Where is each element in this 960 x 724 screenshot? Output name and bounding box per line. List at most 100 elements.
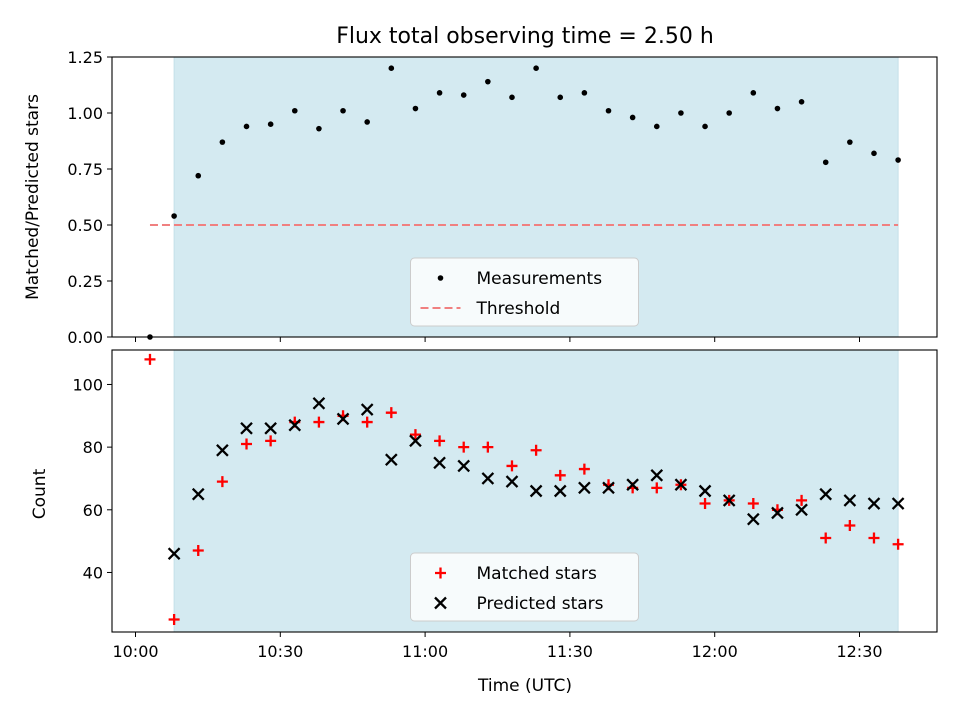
- measurements-point: [485, 78, 491, 85]
- measurements-point: [340, 107, 346, 114]
- predicted-stars-point: [433, 456, 446, 470]
- predicted-stars-point: [578, 481, 591, 495]
- matched-stars-point: [844, 519, 856, 531]
- x-tick-label: 10:30: [257, 642, 303, 661]
- y-axis-label-count: Count: [30, 468, 50, 519]
- predicted-stars-point: [650, 469, 664, 482]
- legend-marker: [435, 567, 446, 579]
- matched-stars-point: [554, 469, 566, 481]
- matched-stars-point: [458, 441, 470, 453]
- x-axis-label: Time (UTC): [477, 676, 572, 696]
- predicted-stars-point: [312, 396, 326, 410]
- legend-label: Threshold: [476, 299, 561, 319]
- measurements-point: [750, 90, 757, 96]
- matched-stars-point: [530, 444, 542, 456]
- y-tick-label: 100: [72, 375, 103, 394]
- y-tick-label: 60: [83, 501, 103, 520]
- y-tick-label: 0.25: [67, 272, 103, 291]
- y-tick-label: 1.25: [67, 48, 103, 67]
- matched-stars-point: [482, 441, 494, 453]
- y-tick-label: 0.00: [67, 328, 103, 347]
- matched-stars-point: [892, 538, 904, 550]
- measurements-point: [267, 121, 274, 127]
- measurements-point: [895, 157, 901, 163]
- predicted-stars-point: [505, 475, 519, 488]
- matched-stars-point: [361, 416, 373, 428]
- measurements-point: [774, 105, 781, 112]
- legend: Matched stars Predicted stars: [410, 552, 639, 622]
- x-tick-label: 10:00: [112, 642, 158, 661]
- matched-stars-point: [241, 438, 253, 450]
- measurements-point: [847, 139, 853, 145]
- measurements-point: [316, 125, 322, 132]
- ratio-panel: 0.00 0.25 0.50 0.75 1.00 1.25 Measurements Thre…: [67, 48, 938, 347]
- measurements-point: [798, 99, 805, 105]
- measurements-point: [436, 90, 443, 96]
- matched-stars-point: [265, 435, 277, 447]
- measurements-point: [533, 65, 539, 71]
- matched-stars-point: [820, 532, 832, 544]
- predicted-stars-point: [240, 422, 253, 435]
- predicted-stars-point: [384, 453, 398, 466]
- predicted-stars-point: [674, 478, 688, 492]
- y-tick-label: 40: [83, 563, 103, 582]
- matched-stars-point: [506, 460, 518, 472]
- legend-label: Measurements: [477, 269, 603, 289]
- measurements-point: [653, 123, 660, 130]
- predicted-stars-point: [264, 422, 277, 435]
- predicted-stars-point: [867, 497, 881, 510]
- measurements-point: [243, 123, 250, 130]
- axes-frame: [111, 56, 938, 338]
- legend-label: Predicted stars: [477, 594, 604, 614]
- matched-stars-point: [868, 532, 880, 544]
- predicted-stars-point: [602, 481, 615, 495]
- y-tick-label: 0.50: [67, 216, 103, 235]
- predicted-stars-point: [771, 506, 784, 520]
- measurements-point: [171, 213, 177, 219]
- predicted-stars-point: [553, 484, 567, 498]
- predicted-stars-point: [167, 547, 181, 560]
- predicted-stars-point: [843, 494, 857, 507]
- predicted-stars-point: [529, 484, 543, 498]
- legend-label: Matched stars: [477, 564, 597, 584]
- measurements-point: [460, 92, 467, 98]
- count-panel: 40 60 80 100 10:00 10:30 11:00 11:30 12:00 12:30 M…: [72, 349, 938, 661]
- predicted-stars-point: [819, 487, 833, 501]
- matched-stars-point: [434, 435, 446, 447]
- measurements-point: [726, 110, 732, 116]
- matched-stars-point: [313, 416, 325, 428]
- measurements-point: [871, 150, 877, 157]
- measurements-point: [581, 90, 588, 96]
- legend-marker: [434, 596, 447, 610]
- measurements-point: [219, 139, 226, 145]
- y-tick-label: 1.00: [67, 104, 103, 123]
- measurements-point: [388, 65, 395, 71]
- chart-title: Flux total observing time = 2.50 h: [336, 24, 714, 49]
- matched-stars-point: [385, 407, 397, 419]
- legend-box: [410, 552, 639, 622]
- measurements-point: [509, 94, 515, 101]
- x-tick-label: 12:30: [836, 642, 882, 661]
- matched-stars-point: [699, 498, 711, 510]
- x-tick-label: 11:30: [547, 642, 593, 661]
- measurements-point: [822, 159, 829, 166]
- predicted-stars-point: [795, 503, 808, 517]
- y-tick-label: 0.75: [67, 160, 103, 179]
- predicted-stars-point: [336, 412, 350, 426]
- measurements-point: [412, 105, 419, 112]
- predicted-stars-point: [457, 459, 471, 473]
- measurements-point: [702, 123, 708, 130]
- measurements-point: [629, 114, 636, 121]
- y-tick-label: 80: [83, 438, 103, 457]
- matched-stars-point: [747, 498, 759, 510]
- predicted-stars-point: [891, 497, 905, 510]
- predicted-stars-point: [288, 418, 302, 432]
- predicted-stars-point: [746, 512, 760, 526]
- legend-box: [410, 257, 639, 327]
- matched-stars-point: [796, 494, 808, 506]
- x-tick-label: 11:00: [402, 642, 448, 661]
- measurements-point: [364, 119, 370, 125]
- measurements-point: [678, 110, 684, 116]
